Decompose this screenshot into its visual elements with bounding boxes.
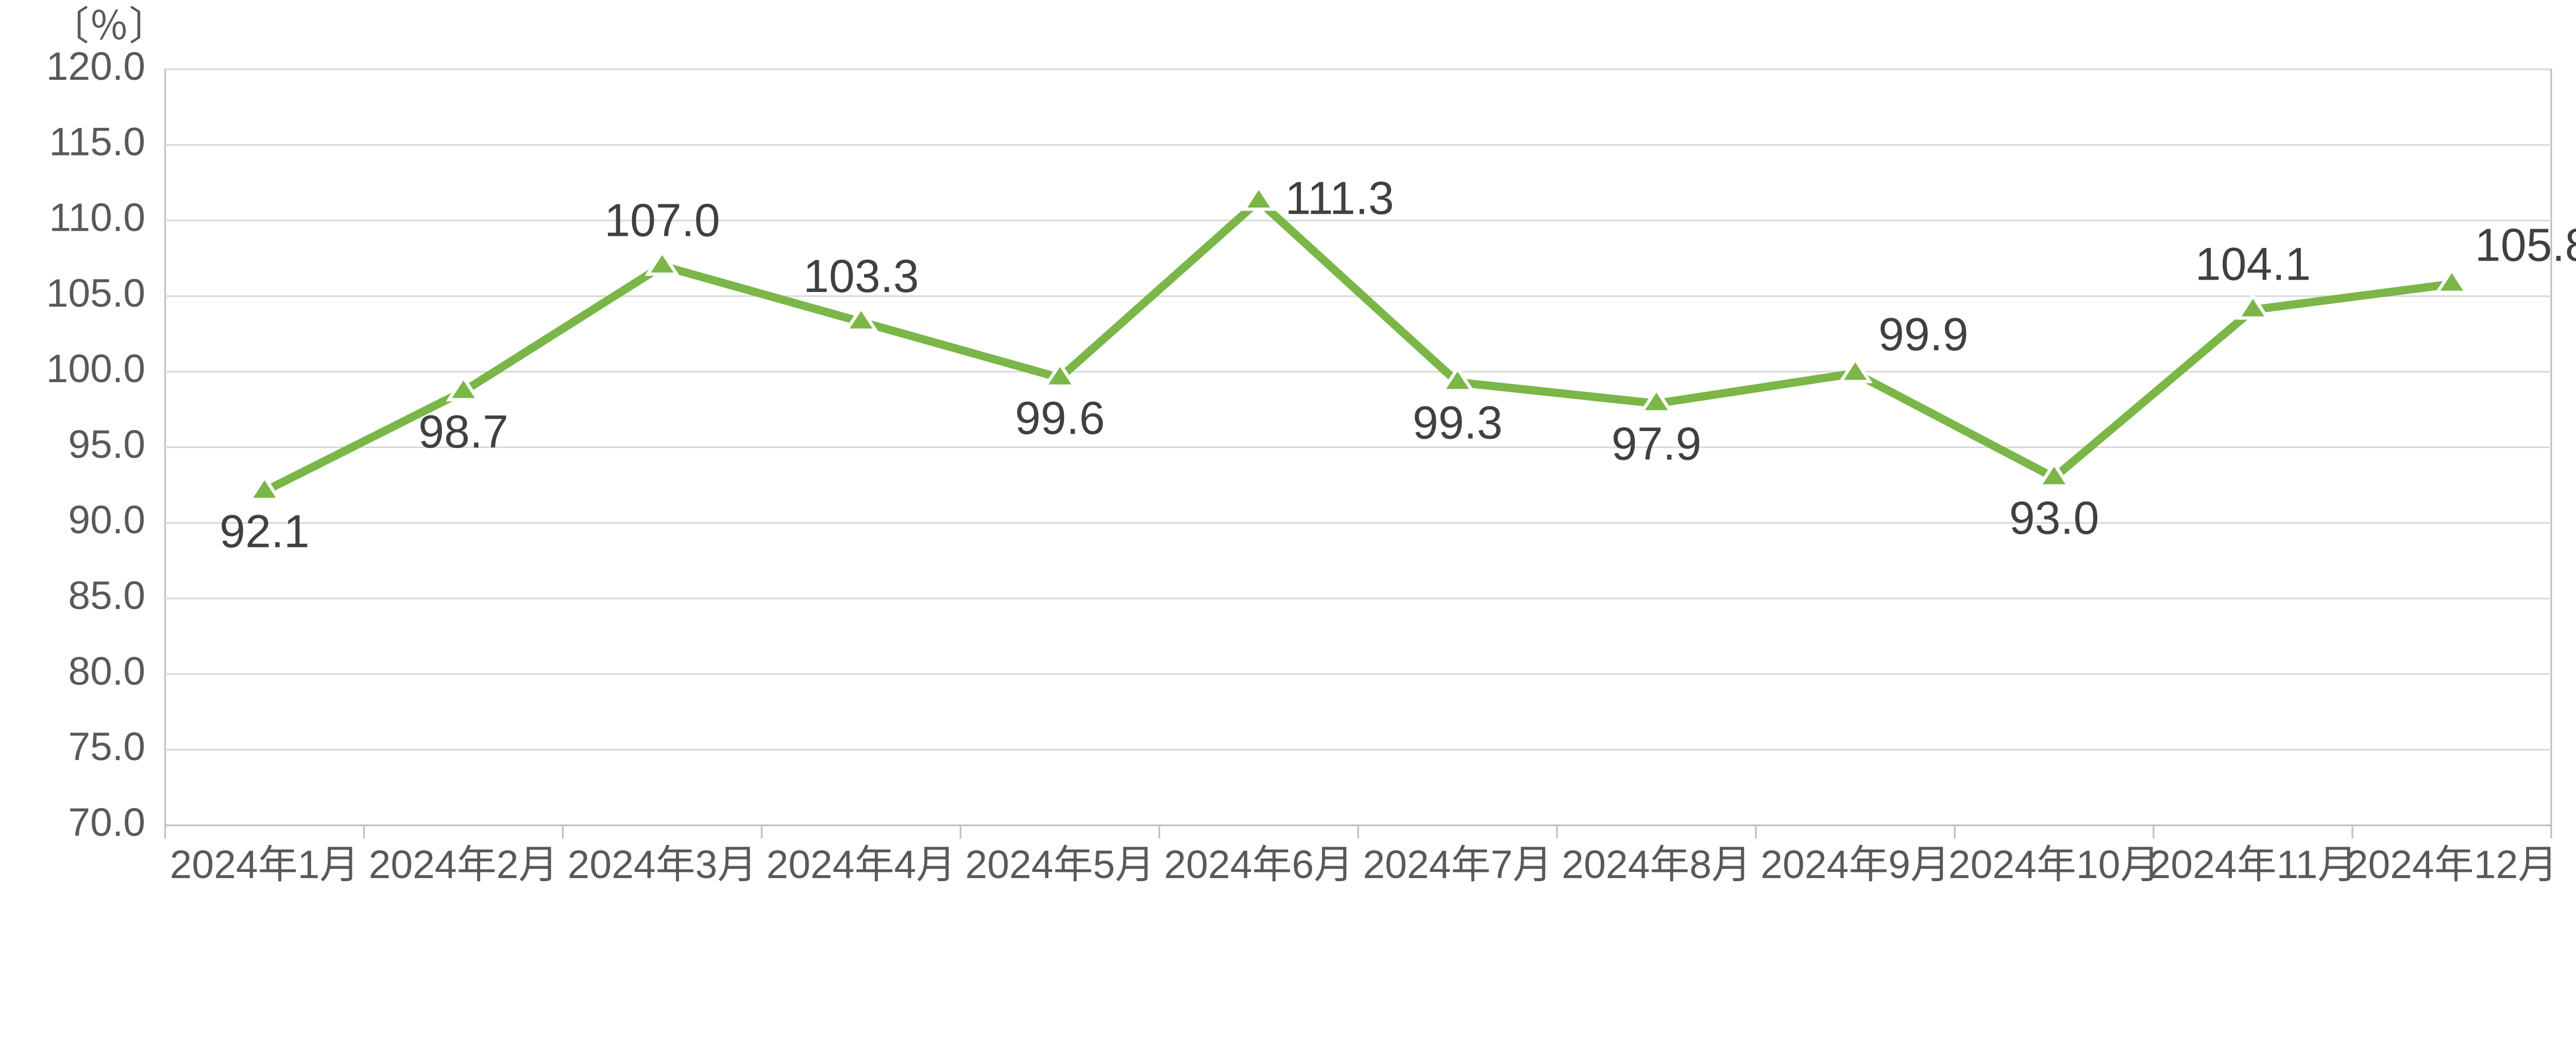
data-label: 111.3 [1285,173,1394,225]
data-label: 92.1 [219,506,310,558]
x-tick-label: 2024年11月 [2149,843,2358,887]
line-chart: 70.0 75.0 80.0 85.0 90.0 95.0 100.0 105.0 110.0 1… [0,0,2576,924]
x-tick-label: 2024年2月 [369,843,558,887]
data-label: 107.0 [604,195,720,247]
y-tick-label: 105.0 [46,271,145,315]
x-tick-label: 2024年4月 [767,843,956,887]
y-tick-label: 95.0 [68,422,145,467]
data-label: 105.8 [2475,220,2576,271]
y-tick-label: 115.0 [49,120,145,164]
data-label: 97.9 [1612,418,1702,470]
x-tick-label: 2024年3月 [568,843,757,887]
x-tick-label: 2024年12月 [2346,843,2557,887]
chart-svg: 70.0 75.0 80.0 85.0 90.0 95.0 100.0 105.0 110.0 1… [0,0,2576,924]
y-tick-label: 100.0 [46,347,145,391]
data-label: 99.6 [1015,393,1105,444]
data-label: 99.3 [1413,397,1503,449]
x-tick-label: 2024年8月 [1562,843,1751,887]
y-tick-label: 85.0 [68,573,145,617]
data-label: 98.7 [418,406,509,458]
data-label: 99.9 [1878,309,1969,361]
data-label: 104.1 [2195,239,2311,290]
y-tick-label: 110.0 [49,196,145,240]
x-tick-label: 2024年1月 [170,843,360,887]
y-axis-unit: 〔％〕 [49,4,168,48]
y-tick-label: 75.0 [68,725,145,769]
y-tick-label: 80.0 [68,649,145,693]
data-label: 93.0 [2009,492,2099,544]
x-tick-label: 2024年10月 [1948,843,2160,887]
y-tick-label: 90.0 [68,498,145,542]
data-label: 103.3 [803,251,919,302]
x-tick-label: 2024年9月 [1760,843,1950,887]
x-tick-label: 2024年5月 [965,843,1155,887]
x-tick-label: 2024年6月 [1164,843,1353,887]
x-tick-label: 2024年7月 [1363,843,1552,887]
y-tick-label: 70.0 [68,800,145,845]
y-tick-label: 120.0 [46,44,145,89]
